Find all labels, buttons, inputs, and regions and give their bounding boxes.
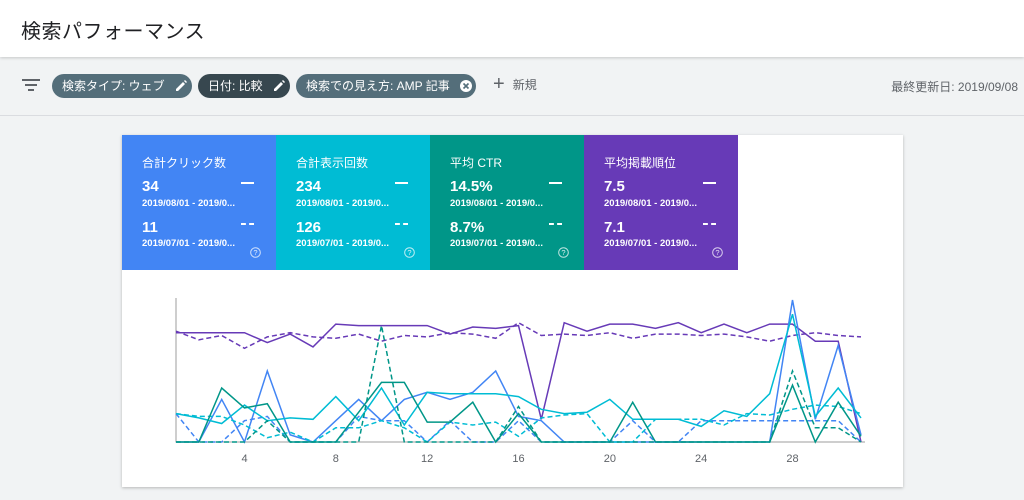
help-icon[interactable]: ? <box>712 247 723 258</box>
metric-title: 平均掲載順位 <box>604 156 677 170</box>
svg-text:?: ? <box>407 248 411 257</box>
filter-icon[interactable] <box>22 77 40 93</box>
series-line <box>176 325 862 443</box>
metric-average-ctr[interactable]: 平均 CTR 14.5% 2019/08/01 - 2019/0... 8.7% 201… <box>430 135 584 270</box>
metric-range-previous: 2019/07/01 - 2019/0... <box>604 238 697 249</box>
dashed-line-legend-icon <box>241 223 254 225</box>
page-header: 検索パフォーマンス <box>0 0 1024 57</box>
filter-chip-label: 日付: 比較 <box>208 79 263 93</box>
close-circle-icon[interactable] <box>459 79 473 93</box>
x-tick-label: 20 <box>604 453 616 465</box>
metric-value-current: 234 <box>296 178 322 195</box>
metric-value-previous: 7.1 <box>604 219 625 236</box>
metric-range-previous: 2019/07/01 - 2019/0... <box>450 238 543 249</box>
metric-value-previous: 126 <box>296 219 322 236</box>
series-line <box>176 381 862 444</box>
solid-line-legend-icon <box>549 182 562 184</box>
series-line <box>176 321 862 443</box>
performance-card: 合計クリック数 34 2019/08/01 - 2019/0... 11 2019/07… <box>122 135 903 487</box>
metric-value-previous: 8.7% <box>450 219 485 236</box>
add-filter-label: 新規 <box>512 78 537 92</box>
dashed-line-legend-icon <box>395 223 408 225</box>
metric-range-current: 2019/08/01 - 2019/0... <box>296 198 389 209</box>
metric-title: 合計クリック数 <box>142 156 227 170</box>
edit-icon[interactable] <box>174 79 188 93</box>
filter-bar: 検索タイプ: ウェブ 日付: 比較 検索での見え方: AMP 記事 <box>0 57 1024 116</box>
last-updated-text: 最終更新日: 2019/09/08 <box>891 80 1018 94</box>
metric-value-previous: 11 <box>142 219 158 236</box>
add-filter-button[interactable]: + 新規 <box>493 73 537 95</box>
edit-icon[interactable] <box>272 79 286 93</box>
x-tick-label: 12 <box>421 453 433 465</box>
filter-chip-search-type[interactable]: 検索タイプ: ウェブ <box>52 74 192 98</box>
metric-range-previous: 2019/07/01 - 2019/0... <box>296 238 389 249</box>
series-line <box>175 321 862 350</box>
metric-value-current: 7.5 <box>604 178 625 195</box>
series-line <box>175 404 862 443</box>
series-line <box>175 313 862 428</box>
metric-total-clicks[interactable]: 合計クリック数 34 2019/08/01 - 2019/0... 11 2019/07… <box>122 135 276 270</box>
x-tick-label: 8 <box>333 453 339 465</box>
dashed-line-legend-icon <box>703 223 716 225</box>
metric-value-current: 34 <box>142 178 159 195</box>
filter-chip-label: 検索タイプ: ウェブ <box>62 79 165 93</box>
x-tick-label: 16 <box>512 453 524 465</box>
dashed-line-legend-icon <box>549 223 562 225</box>
x-tick-label: 28 <box>786 453 798 465</box>
metric-value-current: 14.5% <box>450 178 493 195</box>
metric-title: 合計表示回数 <box>296 156 369 170</box>
plus-icon: + <box>493 73 505 95</box>
help-icon[interactable]: ? <box>250 247 261 258</box>
page-title: 検索パフォーマンス <box>21 21 206 43</box>
metric-total-impressions[interactable]: 合計表示回数 234 2019/08/01 - 2019/0... 126 2019/0… <box>276 135 430 270</box>
solid-line-legend-icon <box>703 182 716 184</box>
metric-range-current: 2019/08/01 - 2019/0... <box>450 198 543 209</box>
series-line <box>176 299 862 444</box>
help-icon[interactable]: ? <box>558 247 569 258</box>
svg-text:?: ? <box>561 248 565 257</box>
x-tick-label: 24 <box>695 453 707 465</box>
filter-chip-label: 検索での見え方: AMP 記事 <box>306 79 450 93</box>
svg-text:?: ? <box>715 248 719 257</box>
metric-average-position[interactable]: 平均掲載順位 7.5 2019/08/01 - 2019/0... 7.1 2019/0… <box>584 135 738 270</box>
performance-chart: 4 8 12 16 20 24 28 <box>175 298 865 465</box>
help-icon[interactable]: ? <box>404 247 415 258</box>
svg-text:?: ? <box>253 248 257 257</box>
metric-range-current: 2019/08/01 - 2019/0... <box>604 198 697 209</box>
solid-line-legend-icon <box>241 182 254 184</box>
metric-range-current: 2019/08/01 - 2019/0... <box>142 198 235 209</box>
x-tick-label: 4 <box>241 453 247 465</box>
solid-line-legend-icon <box>395 182 408 184</box>
metric-title: 平均 CTR <box>450 156 502 170</box>
filter-chip-date[interactable]: 日付: 比較 <box>198 74 290 98</box>
series-line <box>175 413 862 444</box>
filter-chip-search-appearance[interactable]: 検索での見え方: AMP 記事 <box>296 74 476 98</box>
metric-range-previous: 2019/07/01 - 2019/0... <box>142 238 235 249</box>
